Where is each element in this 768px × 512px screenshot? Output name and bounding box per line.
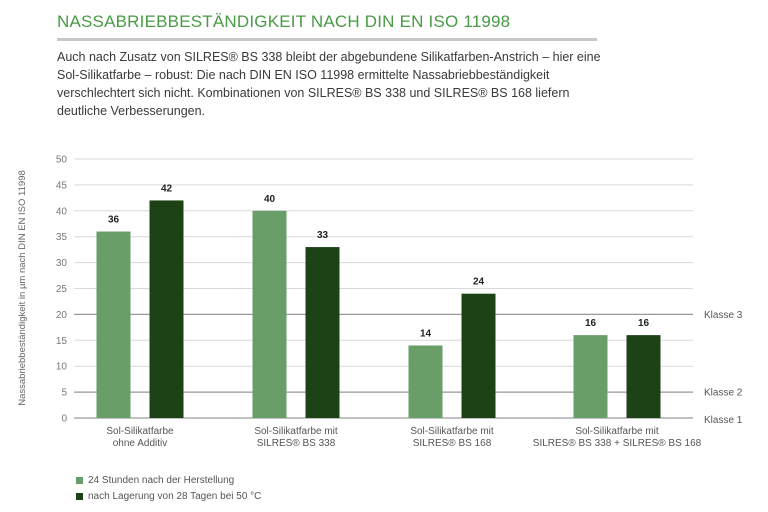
legend-swatch — [76, 492, 83, 500]
data-label: 42 — [161, 183, 173, 194]
data-label: 16 — [638, 318, 650, 329]
y-axis-label: Nassabriebbeständigkeit in µm nach DIN E… — [17, 170, 28, 406]
y-tick-label: 45 — [56, 180, 68, 191]
data-label: 36 — [108, 215, 120, 226]
intro-text: Auch nach Zusatz von SILRES® BS 338 blei… — [57, 50, 601, 118]
legend-item: 24 Stunden nach der Herstellung — [76, 472, 261, 488]
y-tick-label: 0 — [61, 414, 67, 425]
data-label: 16 — [585, 318, 597, 329]
category-label: SILRES® BS 338 — [257, 438, 336, 449]
bar — [252, 210, 287, 418]
bar — [573, 335, 608, 418]
y-tick-label: 10 — [56, 362, 68, 373]
class-label: Klasse 3 — [704, 310, 743, 321]
category-label: SILRES® BS 338 + SILRES® BS 168 — [533, 438, 702, 449]
chart-title: NASSABRIEBBESTÄNDIGKEIT NACH DIN EN ISO … — [57, 12, 511, 31]
category-label: Sol-Silikatfarbe mit — [254, 426, 338, 437]
bar — [305, 247, 340, 418]
bar — [461, 293, 496, 418]
legend: 24 Stunden nach der Herstellung nach Lage… — [76, 472, 261, 504]
y-tick-label: 15 — [56, 336, 68, 347]
legend-swatch — [76, 476, 83, 484]
y-tick-label: 25 — [56, 284, 68, 295]
y-tick-label: 30 — [56, 258, 68, 269]
data-label: 24 — [473, 277, 485, 288]
class-label: Klasse 1 — [704, 415, 743, 426]
bar — [96, 231, 131, 418]
category-label: ohne Additiv — [113, 438, 168, 449]
class-label: Klasse 2 — [704, 388, 743, 399]
category-label: Sol-Silikatfarbe mit — [410, 426, 494, 437]
y-tick-label: 35 — [56, 232, 68, 243]
bar — [626, 335, 661, 418]
data-label: 33 — [317, 230, 329, 241]
y-tick-label: 40 — [56, 206, 68, 217]
title-divider — [57, 38, 597, 41]
legend-item: nach Lagerung von 28 Tagen bei 50 °C — [76, 488, 261, 504]
legend-label: 24 Stunden nach der Herstellung — [88, 474, 235, 486]
data-label: 14 — [420, 328, 432, 339]
category-label: Sol-Silikatfarbe mit — [575, 426, 659, 437]
y-tick-label: 20 — [56, 310, 68, 321]
bar — [408, 345, 443, 418]
bar-chart: 0 5 10 15 20 25 30 35 40 45 50 Klasse 3 Klasse 2 Klas… — [17, 155, 743, 450]
legend-label: nach Lagerung von 28 Tagen bei 50 °C — [88, 490, 262, 502]
category-label: Sol-Silikatfarbe — [106, 426, 174, 437]
y-tick-label: 50 — [56, 155, 68, 166]
y-tick-label: 5 — [61, 388, 67, 399]
category-label: SILRES® BS 168 — [413, 438, 492, 449]
data-label: 40 — [264, 194, 276, 205]
bar — [149, 200, 184, 418]
